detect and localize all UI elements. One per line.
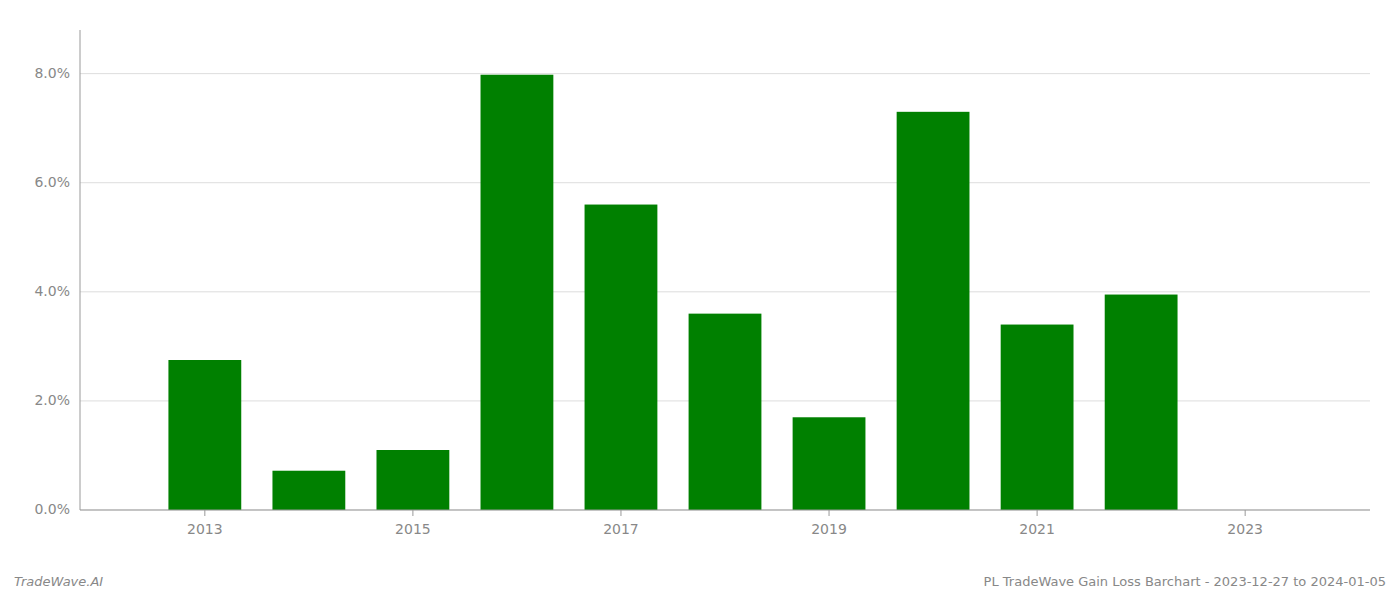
grid-line xyxy=(80,73,1370,74)
x-tick-label: 2019 xyxy=(811,521,847,537)
x-tick xyxy=(1245,510,1246,516)
bars xyxy=(168,75,1177,510)
y-tick-label: 2.0% xyxy=(34,392,70,408)
bar xyxy=(1105,295,1178,510)
bar xyxy=(1001,325,1074,510)
x-tick-label: 2023 xyxy=(1227,521,1263,537)
y-axis-line xyxy=(80,30,81,510)
grid-line xyxy=(80,182,1370,183)
bar xyxy=(272,471,345,510)
x-tick xyxy=(412,510,413,516)
y-tick-label: 6.0% xyxy=(34,174,70,190)
bar xyxy=(168,360,241,510)
footer-left: TradeWave.AI xyxy=(14,574,103,589)
x-tick xyxy=(829,510,830,516)
y-grid xyxy=(80,74,1370,510)
bar xyxy=(481,75,554,510)
footer-right: PL TradeWave Gain Loss Barchart - 2023-1… xyxy=(984,574,1386,589)
y-tick-labels: 0.0% 2.0% 4.0% 6.0% 8.0% xyxy=(34,65,70,517)
x-tick-label: 2015 xyxy=(395,521,431,537)
x-tick xyxy=(620,510,621,516)
x-tick-label: 2021 xyxy=(1019,521,1055,537)
chart-container: 0.0% 2.0% 4.0% 6.0% 8.0% 2013 2015 2017 2019 2021… xyxy=(0,0,1400,600)
x-ticks: 2013 2015 2017 2019 2021 2023 xyxy=(187,510,1263,537)
grid-line xyxy=(80,291,1370,292)
x-tick-label: 2013 xyxy=(187,521,223,537)
bar xyxy=(376,450,449,510)
grid-line xyxy=(80,510,1370,511)
bar xyxy=(897,112,970,510)
chart: 0.0% 2.0% 4.0% 6.0% 8.0% 2013 2015 2017 2019 2021… xyxy=(0,0,1400,600)
y-tick-label: 0.0% xyxy=(34,501,70,517)
x-tick-label: 2017 xyxy=(603,521,639,537)
bar xyxy=(793,417,866,510)
x-tick xyxy=(204,510,205,516)
bar xyxy=(689,314,762,510)
y-tick-label: 4.0% xyxy=(34,283,70,299)
x-tick xyxy=(1037,510,1038,516)
y-tick-label: 8.0% xyxy=(34,65,70,81)
x-axis-line xyxy=(80,510,1370,511)
bar xyxy=(585,205,658,510)
